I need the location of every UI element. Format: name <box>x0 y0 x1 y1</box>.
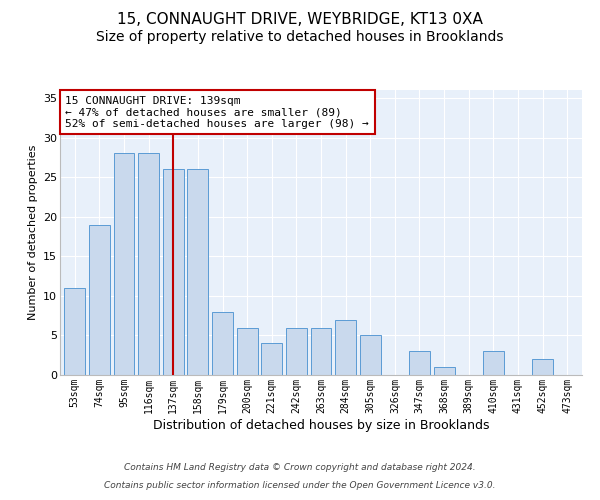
Text: Contains public sector information licensed under the Open Government Licence v3: Contains public sector information licen… <box>104 481 496 490</box>
Y-axis label: Number of detached properties: Number of detached properties <box>28 145 38 320</box>
Bar <box>89 224 110 375</box>
Bar <box>138 154 159 375</box>
Bar <box>483 351 504 375</box>
Text: Size of property relative to detached houses in Brooklands: Size of property relative to detached ho… <box>96 30 504 44</box>
Bar <box>532 359 553 375</box>
Bar <box>187 169 208 375</box>
Text: 15 CONNAUGHT DRIVE: 139sqm
← 47% of detached houses are smaller (89)
52% of semi: 15 CONNAUGHT DRIVE: 139sqm ← 47% of deta… <box>65 96 369 129</box>
Text: 15, CONNAUGHT DRIVE, WEYBRIDGE, KT13 0XA: 15, CONNAUGHT DRIVE, WEYBRIDGE, KT13 0XA <box>117 12 483 28</box>
Bar <box>212 312 233 375</box>
Bar <box>64 288 85 375</box>
Bar <box>286 328 307 375</box>
Text: Contains HM Land Registry data © Crown copyright and database right 2024.: Contains HM Land Registry data © Crown c… <box>124 464 476 472</box>
Bar <box>311 328 331 375</box>
Bar <box>409 351 430 375</box>
Bar <box>360 336 381 375</box>
Bar <box>113 154 134 375</box>
Bar <box>163 169 184 375</box>
X-axis label: Distribution of detached houses by size in Brooklands: Distribution of detached houses by size … <box>153 418 489 432</box>
Bar <box>335 320 356 375</box>
Bar <box>434 367 455 375</box>
Bar <box>236 328 257 375</box>
Bar <box>261 344 282 375</box>
